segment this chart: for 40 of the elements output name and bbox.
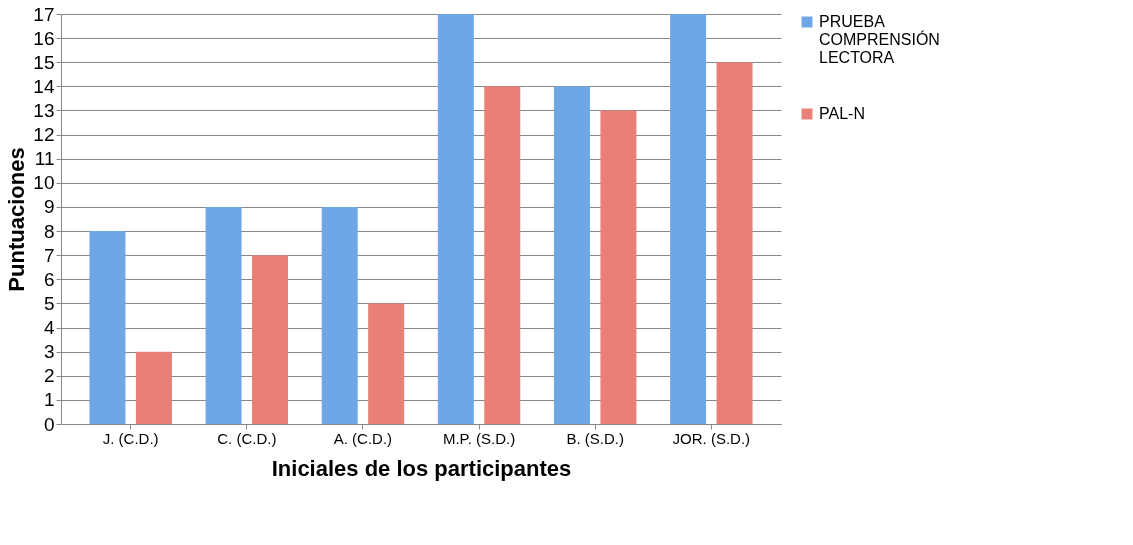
bar bbox=[437, 14, 474, 424]
bar bbox=[670, 14, 707, 424]
x-tick-label: JOR. (S.D.) bbox=[672, 429, 751, 447]
bar bbox=[252, 255, 289, 424]
y-tick-label: 14 bbox=[33, 75, 55, 97]
bar bbox=[321, 206, 358, 424]
bar bbox=[716, 62, 753, 424]
bar bbox=[368, 303, 405, 424]
x-tick-label: C. (C.D.) bbox=[217, 429, 277, 447]
y-tick-label: 1 bbox=[43, 389, 55, 411]
y-tick-label: 2 bbox=[43, 365, 55, 387]
y-tick-label: 0 bbox=[43, 413, 55, 435]
x-tick-label: M.P. (S.D.) bbox=[442, 429, 516, 447]
bar bbox=[135, 351, 172, 424]
bar bbox=[600, 110, 637, 424]
y-tick-label: 6 bbox=[43, 268, 55, 290]
y-tick-label: 16 bbox=[33, 27, 55, 49]
y-axis-title: Puntuaciones bbox=[4, 147, 30, 292]
x-tick-label: A. (C.D.) bbox=[333, 429, 393, 447]
x-axis-title: Iniciales de los participantes bbox=[271, 455, 572, 481]
y-tick-label: 8 bbox=[43, 220, 55, 242]
bar bbox=[484, 86, 521, 424]
y-tick-label: 7 bbox=[43, 244, 55, 266]
legend-label: PAL-N bbox=[819, 105, 865, 122]
x-tick-label: B. (S.D.) bbox=[566, 429, 624, 447]
y-tick-label: 13 bbox=[33, 99, 55, 121]
x-tick-label: J. (C.D.) bbox=[102, 429, 159, 447]
y-tick-label: 17 bbox=[33, 3, 55, 25]
bar bbox=[553, 86, 590, 424]
y-tick-label: 4 bbox=[43, 317, 55, 339]
y-tick-label: 10 bbox=[33, 172, 55, 194]
bar bbox=[89, 231, 126, 424]
y-tick-label: 11 bbox=[34, 148, 55, 170]
legend-label: PRUEBA COMPRENSIÓN LECTORA bbox=[819, 13, 940, 66]
y-tick-label: 3 bbox=[43, 341, 55, 363]
y-tick-label: 9 bbox=[43, 196, 55, 218]
y-tick-label: 15 bbox=[33, 51, 55, 73]
y-tick-label: 5 bbox=[43, 292, 55, 314]
bar bbox=[205, 206, 242, 424]
y-tick-label: 12 bbox=[33, 124, 55, 146]
